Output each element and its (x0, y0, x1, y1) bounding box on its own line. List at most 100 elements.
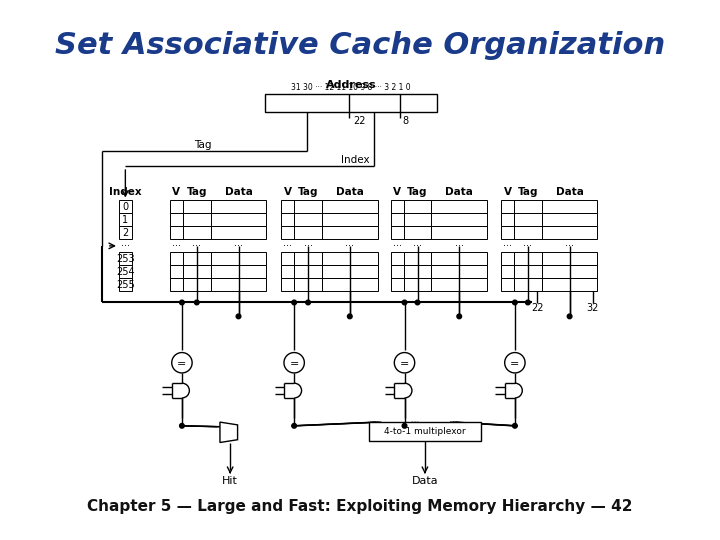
Bar (211, 252, 266, 265)
Text: Data: Data (225, 187, 253, 197)
Text: Tag: Tag (518, 187, 538, 197)
Bar (294, 226, 322, 239)
Bar (322, 213, 377, 226)
Text: ···: ··· (192, 241, 202, 251)
Text: 253: 253 (116, 254, 135, 264)
Bar (211, 213, 266, 226)
Bar (282, 226, 294, 239)
Bar (514, 252, 541, 265)
Text: ···: ··· (304, 241, 312, 251)
Bar (119, 278, 132, 292)
Bar (431, 265, 487, 278)
Text: Tag: Tag (194, 140, 211, 150)
Bar (211, 265, 266, 278)
Circle shape (415, 300, 420, 305)
Bar (431, 252, 487, 265)
Bar (541, 278, 598, 292)
Bar (119, 252, 132, 265)
Bar (119, 200, 132, 213)
Text: ···: ··· (121, 241, 130, 251)
Text: ···: ··· (234, 241, 243, 251)
Bar (501, 200, 514, 213)
Bar (170, 213, 183, 226)
Text: 254: 254 (116, 267, 135, 277)
Bar (391, 226, 404, 239)
Text: Set Associative Cache Organization: Set Associative Cache Organization (55, 31, 665, 60)
Text: V: V (284, 187, 292, 197)
Bar (404, 252, 431, 265)
Bar (294, 278, 322, 292)
Bar (282, 213, 294, 226)
Text: ···: ··· (172, 241, 181, 251)
Text: V: V (172, 187, 181, 197)
Text: 32: 32 (587, 303, 599, 313)
Text: Data: Data (556, 187, 583, 197)
Bar (541, 252, 598, 265)
Bar (391, 252, 404, 265)
Text: ···: ··· (283, 241, 292, 251)
Bar (211, 226, 266, 239)
Circle shape (236, 314, 240, 319)
Text: Tag: Tag (186, 187, 207, 197)
Text: V: V (503, 187, 511, 197)
Bar (541, 226, 598, 239)
Bar (119, 226, 132, 239)
Bar (391, 265, 404, 278)
Circle shape (567, 314, 572, 319)
Circle shape (179, 423, 184, 428)
Text: ···: ··· (455, 241, 464, 251)
Text: Tag: Tag (298, 187, 318, 197)
Bar (501, 213, 514, 226)
Text: ···: ··· (346, 241, 354, 251)
Circle shape (513, 423, 517, 428)
Text: =: = (400, 359, 409, 369)
Text: ···: ··· (503, 241, 512, 251)
Bar (404, 200, 431, 213)
Text: Data: Data (412, 476, 438, 487)
Circle shape (194, 300, 199, 305)
Bar (514, 278, 541, 292)
Text: Index: Index (109, 187, 142, 197)
Bar (322, 226, 377, 239)
Bar (183, 278, 211, 292)
Bar (541, 213, 598, 226)
Bar (404, 213, 431, 226)
Bar (541, 265, 598, 278)
Bar (514, 265, 541, 278)
Bar (431, 226, 487, 239)
Bar (211, 200, 266, 213)
Bar (391, 278, 404, 292)
Bar (294, 213, 322, 226)
Text: ···: ··· (392, 241, 402, 251)
Bar (514, 226, 541, 239)
Bar (391, 213, 404, 226)
Bar (119, 213, 132, 226)
Text: Chapter 5 — Large and Fast: Exploiting Memory Hierarchy — 42: Chapter 5 — Large and Fast: Exploiting M… (87, 499, 633, 514)
Text: 0: 0 (122, 202, 128, 212)
Text: Address: Address (326, 79, 377, 90)
Text: 22: 22 (354, 116, 366, 126)
Text: ···: ··· (523, 241, 532, 251)
Bar (170, 265, 183, 278)
Text: =: = (177, 359, 186, 369)
Bar (183, 213, 211, 226)
Text: Index: Index (341, 154, 369, 165)
Circle shape (348, 314, 352, 319)
Circle shape (284, 353, 305, 373)
Bar (183, 265, 211, 278)
Bar (501, 252, 514, 265)
Circle shape (179, 300, 184, 305)
Text: 2: 2 (122, 228, 128, 238)
Bar (322, 200, 377, 213)
Bar (294, 200, 322, 213)
Text: =: = (289, 359, 299, 369)
Circle shape (292, 423, 297, 428)
Bar (183, 200, 211, 213)
Bar (501, 265, 514, 278)
Bar (211, 278, 266, 292)
Bar (404, 278, 431, 292)
Bar (404, 265, 431, 278)
Bar (183, 252, 211, 265)
Text: 1: 1 (122, 215, 128, 225)
Bar (266, 94, 437, 112)
